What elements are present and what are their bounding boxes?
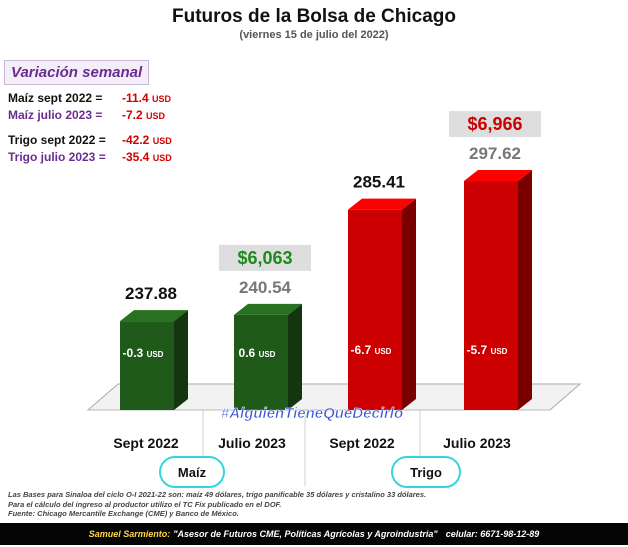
weekly-row-maiz-sept: Maíz sept 2022 = -11.4 USD xyxy=(8,90,210,107)
author-phone: celular: 6671-98-12-89 xyxy=(445,529,540,539)
footnotes: Las Bases para Sinaloa del ciclo O-I 202… xyxy=(8,490,620,519)
category-label: Julio 2023 xyxy=(218,435,286,451)
footnote-line: Para el cálculo del ingreso al productor… xyxy=(8,499,282,509)
weekly-row-value: -42.2 xyxy=(122,133,150,147)
bar-side-face xyxy=(402,198,416,410)
author-role: "Asesor de Futuros CME, Políticas Agríco… xyxy=(173,529,438,539)
author-name: Samuel Sarmiento: xyxy=(88,529,171,539)
bar-change-label: 0.6 USD xyxy=(239,346,276,360)
weekly-variation-panel: Variación semanal Maíz sept 2022 = -11.4 … xyxy=(4,60,210,166)
bar-side-face xyxy=(518,170,532,410)
bar xyxy=(120,321,174,410)
bar-chart: 237.88 -0.3 USD Sept 2022 240.54 0.6 USD $6,0… xyxy=(86,111,582,486)
bar-top-face xyxy=(464,170,532,182)
bar-change-label: -0.3 USD xyxy=(123,346,164,360)
bar-change-unit: USD xyxy=(147,350,164,359)
bar-top-face xyxy=(348,198,416,210)
weekly-variation-title: Variación semanal xyxy=(4,60,150,85)
price-mxn-label: $6,966 xyxy=(467,114,522,134)
bar-change-unit: USD xyxy=(259,350,276,359)
weekly-row-label: Maíz sept 2022 = xyxy=(8,91,103,105)
chart-subtitle: (viernes 15 de julio del 2022) xyxy=(239,29,389,41)
author-footer: Samuel Sarmiento: "Asesor de Futuros CME… xyxy=(0,523,628,545)
footnote-line: Las Bases para Sinaloa del ciclo O-I 202… xyxy=(8,490,427,499)
bar xyxy=(464,181,518,410)
weekly-row-unit: USD xyxy=(146,111,166,121)
bar xyxy=(348,209,402,410)
bar-change-unit: USD xyxy=(375,347,392,356)
category-label: Sept 2022 xyxy=(329,435,395,451)
weekly-row-label: Trigo julio 2023 = xyxy=(8,150,106,164)
weekly-row-trigo-sept: Trigo sept 2022 = -42.2 USD xyxy=(8,132,210,149)
chart-title: Futuros de la Bolsa de Chicago xyxy=(172,6,456,27)
bar-change-label: -6.7 USD xyxy=(351,343,392,357)
bar-value-label: 237.88 xyxy=(125,284,177,303)
weekly-row-value: -11.4 xyxy=(122,91,149,105)
price-mxn-box xyxy=(449,111,541,138)
bar-side-face xyxy=(174,310,188,410)
weekly-row-label: Maíz julio 2023 = xyxy=(8,108,103,122)
weekly-row-unit: USD xyxy=(152,153,172,163)
bar-top-face xyxy=(234,303,302,315)
footnote-line: Fuente: Chicago Mercantile Exchange (CME… xyxy=(8,509,239,518)
category-label: Sept 2022 xyxy=(113,435,179,451)
weekly-row-unit: USD xyxy=(152,94,172,104)
bar-top-face xyxy=(120,310,188,322)
price-mxn-box xyxy=(219,244,311,271)
weekly-row-maiz-julio: Maíz julio 2023 = -7.2 USD xyxy=(8,107,210,124)
bar-value-label: 297.62 xyxy=(469,144,521,163)
weekly-row-label: Trigo sept 2022 = xyxy=(8,133,106,147)
crop-label-maiz: Maíz xyxy=(159,456,225,488)
weekly-row-value: -35.4 xyxy=(122,150,150,164)
watermark-hashtag: #AlguienTieneQueDecirlo xyxy=(221,405,403,422)
bar-value-label: 285.41 xyxy=(353,173,405,192)
bar-side-face xyxy=(288,303,302,410)
bar-change-label: -5.7 USD xyxy=(467,343,508,357)
weekly-row-value: -7.2 xyxy=(122,108,143,122)
category-label: Julio 2023 xyxy=(443,435,511,451)
weekly-row-trigo-julio: Trigo julio 2023 = -35.4 USD xyxy=(8,149,210,166)
bar-change-unit: USD xyxy=(491,347,508,356)
price-mxn-label: $6,063 xyxy=(237,248,292,268)
crop-label-trigo: Trigo xyxy=(391,456,461,488)
bar xyxy=(234,314,288,410)
weekly-row-unit: USD xyxy=(152,136,172,146)
bar-value-label: 240.54 xyxy=(239,278,292,297)
